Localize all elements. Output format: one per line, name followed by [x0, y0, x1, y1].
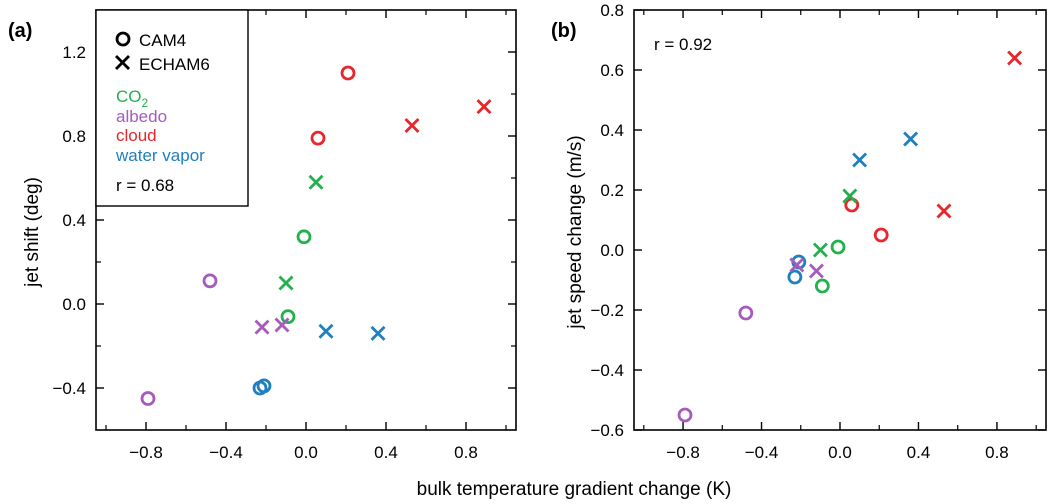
panel-b-point-echam6-CO2 — [842, 188, 858, 204]
panel-b-xtick-label: 0.4 — [907, 443, 931, 462]
panel-b-point-cam4-albedo — [677, 407, 693, 423]
panel-a-point-echam6-water-vapor — [370, 325, 386, 341]
panel-a-ylabel: jet shift (deg) — [22, 177, 43, 288]
panel-b-plot-frame — [633, 9, 1047, 431]
legend-cam4-marker — [115, 31, 131, 47]
legend-co2-label: CO2 — [116, 87, 149, 110]
panel-b-xtick-label: 0.0 — [828, 443, 852, 462]
panel-a-ytick-label: 0.0 — [62, 295, 86, 314]
legend-cloud-label: cloud — [116, 126, 157, 145]
panel-a-point-cam4-albedo — [140, 391, 156, 406]
panel-a-point-echam6-cloud — [404, 118, 420, 133]
legend-co2-subscript: 2 — [142, 96, 149, 110]
panel-b-xtick-label: −0.8 — [666, 443, 700, 462]
panel-b-xtick-label: −0.4 — [745, 443, 779, 462]
panel-a-xtick-label: 0.8 — [454, 443, 478, 462]
panel-a-point-cam4-water-vapor — [256, 378, 272, 394]
legend-cam4-label: CAM4 — [139, 31, 186, 50]
panel-b-point-cam4-albedo — [738, 305, 754, 321]
panel-a-points — [140, 65, 492, 406]
panel-a-label: (a) — [8, 20, 32, 42]
panel-b-point-cam4-CO2 — [814, 278, 830, 294]
panel-a-point-cam4-CO2 — [296, 229, 312, 245]
panel-a-point-echam6-CO2 — [308, 174, 324, 190]
shared-xlabel: bulk temperature gradient change (K) — [417, 479, 732, 500]
panel-a-ytick-label: 0.4 — [62, 211, 86, 230]
legend-box — [95, 9, 249, 207]
panel-b-point-cam4-CO2 — [830, 239, 846, 255]
panel-a-point-echam6-albedo — [254, 319, 270, 335]
panel-b-point-echam6-CO2 — [812, 242, 828, 258]
panel-a-point-cam4-cloud — [310, 130, 326, 146]
legend-co2-text: CO — [116, 87, 142, 106]
panel-b-point-echam6-albedo — [789, 257, 805, 273]
panel-a-correlation: r = 0.68 — [116, 176, 174, 195]
panel-b-correlation: r = 0.92 — [654, 35, 712, 54]
panel-a-point-echam6-water-vapor — [318, 323, 334, 339]
panel-b: (b) jet speed change (m/s) −0.8 −0.4 0.0 0.… — [551, 1, 1047, 462]
panel-a-xtick-label: 0.4 — [374, 443, 398, 462]
legend-albedo-label: albedo — [116, 107, 167, 126]
panel-b-point-echam6-cloud — [1007, 50, 1023, 66]
panel-a-xtick-label: 0.0 — [294, 443, 318, 462]
panel-b-ytick-label: −0.2 — [590, 301, 624, 320]
panel-b-ylabel: jet speed change (m/s) — [565, 135, 586, 329]
panel-a-point-cam4-albedo — [202, 273, 218, 289]
panel-a-xtick-label: −0.4 — [209, 443, 243, 462]
panel-b-ytick-label: −0.4 — [590, 361, 624, 380]
panel-a-point-echam6-CO2 — [278, 275, 294, 291]
panel-b-points — [677, 50, 1023, 423]
panel-a-ytick-label: 0.8 — [62, 127, 86, 146]
panel-b-ytick-label: 0.8 — [600, 1, 624, 20]
panel-b-point-cam4-cloud — [873, 227, 889, 243]
panel-b-ytick-label: 0.4 — [600, 121, 624, 140]
legend: CAM4 ECHAM6 CO2 albedo cloud water vapor… — [95, 9, 249, 207]
panel-a-point-cam4-cloud — [340, 65, 356, 81]
panel-b-point-echam6-albedo — [808, 263, 824, 279]
panel-a-ytick-label: −0.4 — [52, 379, 86, 398]
panel-b-ticks: −0.8 −0.4 0.0 0.4 0.8 −0.6 −0.4 −0.2 0.0 0.2 0.4 0.… — [590, 1, 1046, 462]
panel-b-xtick-label: 0.8 — [985, 443, 1009, 462]
panel-b-point-echam6-water-vapor — [903, 131, 919, 147]
legend-echam6-label: ECHAM6 — [139, 55, 210, 74]
panel-a-point-echam6-albedo — [274, 317, 290, 333]
panel-a-xtick-label: −0.8 — [129, 443, 163, 462]
panel-b-ytick-label: 0.2 — [600, 181, 624, 200]
panel-a-ytick-label: 1.2 — [62, 43, 86, 62]
panel-b-point-echam6-water-vapor — [852, 152, 868, 168]
panel-b-ytick-label: 0.0 — [600, 241, 624, 260]
legend-echam6-marker — [115, 55, 130, 70]
panel-b-point-cam4-water-vapor — [787, 269, 803, 285]
panel-b-label: (b) — [551, 20, 577, 42]
panel-b-point-echam6-cloud — [936, 203, 952, 219]
panel-b-ytick-label: −0.6 — [590, 421, 624, 440]
panel-a-point-echam6-cloud — [476, 99, 492, 115]
panel-a: (a) jet shift (deg) −0.8 −0.4 0.0 0.4 0.8 −0.… — [8, 9, 517, 462]
panel-a-point-cam4-CO2 — [280, 309, 296, 325]
legend-water-vapor-label: water vapor — [115, 146, 205, 165]
panel-b-ytick-label: 0.6 — [600, 61, 624, 80]
